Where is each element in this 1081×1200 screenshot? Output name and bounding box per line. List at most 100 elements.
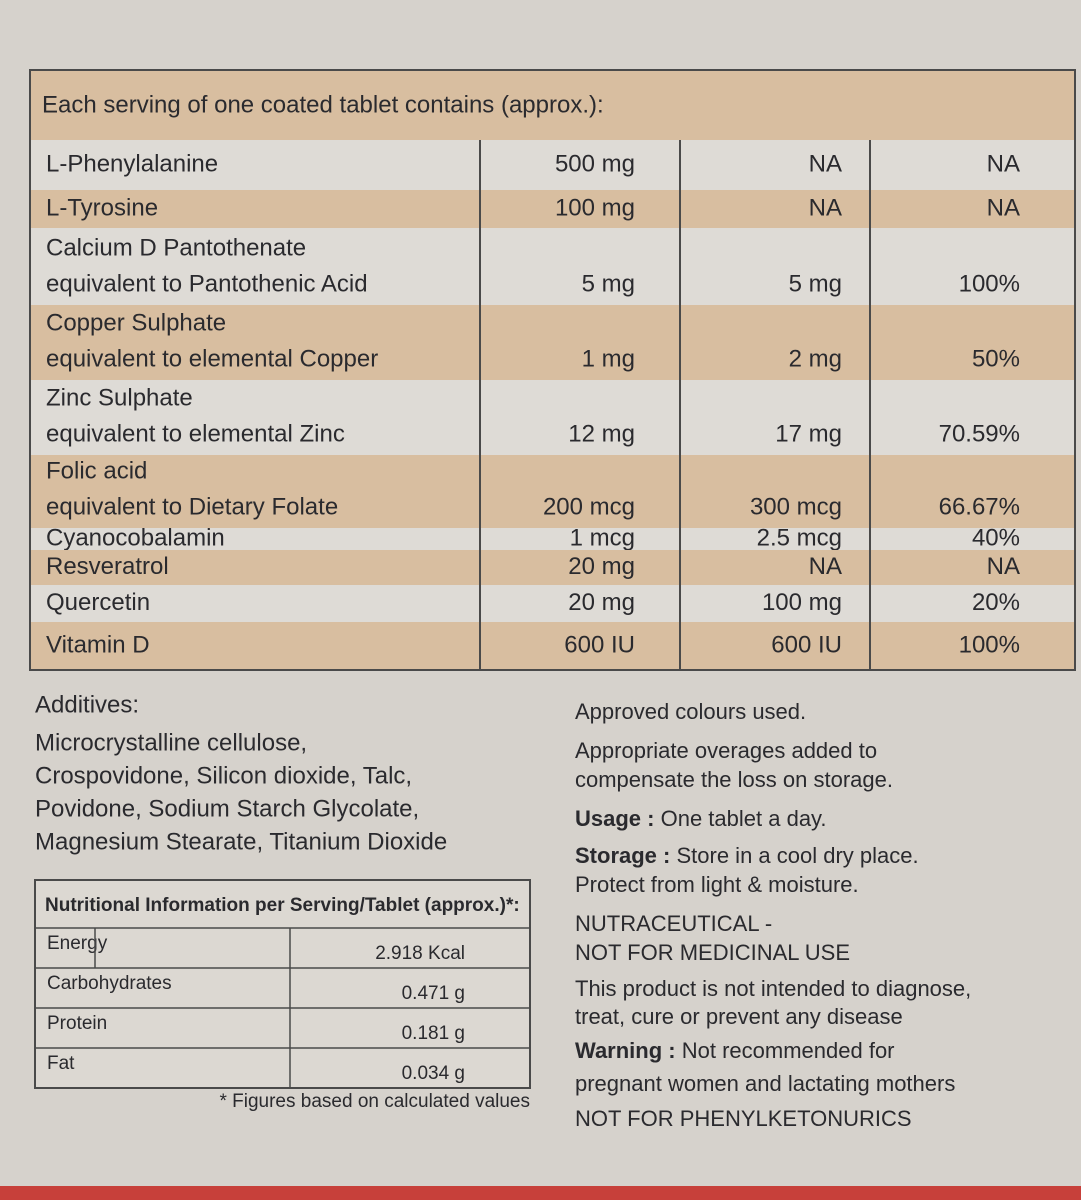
amount-cell: 17 mg <box>775 420 842 447</box>
nutrient-value: 0.034 g <box>402 1063 465 1084</box>
note-line: Approved colours used. <box>575 699 806 724</box>
note-line: NOT FOR PHENYLKETONURICS <box>575 1106 912 1131</box>
ingredient-name: Calcium D Pantothenate <box>46 234 306 261</box>
nutrient-name: Energy <box>47 933 108 954</box>
table-row-band <box>30 190 1075 228</box>
nutrition-footnote: * Figures based on calculated values <box>219 1091 530 1112</box>
amount-cell: 12 mg <box>568 420 635 447</box>
nutrient-name: Fat <box>47 1053 75 1074</box>
table-row-band <box>30 455 1075 528</box>
nutrient-value: 2.918 Kcal <box>375 943 465 964</box>
nutrient-name: Carbohydrates <box>47 973 172 994</box>
note-text: treat, cure or prevent any disease <box>575 1004 903 1029</box>
amount-cell: 5 mg <box>582 270 635 297</box>
amount-cell: 2.5 mcg <box>757 524 842 551</box>
ingredient-name: equivalent to Pantothenic Acid <box>46 270 368 297</box>
table-row-band <box>30 228 1075 305</box>
nutrient-value: 0.181 g <box>402 1023 465 1044</box>
note-label: Storage : <box>575 843 670 868</box>
red-strip <box>0 1186 1081 1200</box>
amount-cell: NA <box>987 553 1020 580</box>
note-text: NOT FOR MEDICINAL USE <box>575 940 850 965</box>
amount-cell: NA <box>809 194 842 221</box>
note-line: treat, cure or prevent any disease <box>575 1004 903 1029</box>
note-text: NUTRACEUTICAL - <box>575 911 772 936</box>
note-label: Usage : <box>575 806 654 831</box>
amount-cell: 20 mg <box>568 553 635 580</box>
table-title: Each serving of one coated tablet contai… <box>42 91 604 118</box>
amount-cell: 300 mcg <box>750 493 842 520</box>
note-line: NOT FOR MEDICINAL USE <box>575 940 850 965</box>
amount-cell: 1 mg <box>582 345 635 372</box>
nutrient-value: 0.471 g <box>402 983 465 1004</box>
note-text: compensate the loss on storage. <box>575 767 893 792</box>
ingredient-name: L-Tyrosine <box>46 194 158 221</box>
amount-cell: 100 mg <box>762 589 842 616</box>
ingredient-name: L-Phenylalanine <box>46 150 218 177</box>
amount-cell: 600 IU <box>771 631 842 658</box>
additives-line: Povidone, Sodium Starch Glycolate, <box>35 795 419 822</box>
note-line: compensate the loss on storage. <box>575 767 893 792</box>
amount-cell: NA <box>987 194 1020 221</box>
amount-cell: 70.59% <box>939 420 1020 447</box>
amount-cell: NA <box>809 553 842 580</box>
amount-cell: NA <box>987 150 1020 177</box>
note-text: Appropriate overages added to <box>575 738 877 763</box>
amount-cell: 20 mg <box>568 589 635 616</box>
additives-line: Magnesium Stearate, Titanium Dioxide <box>35 828 447 855</box>
amount-cell: 66.67% <box>939 493 1020 520</box>
amount-cell: 20% <box>972 589 1020 616</box>
ingredient-name: Quercetin <box>46 589 150 616</box>
additives-line: Microcrystalline cellulose, <box>35 729 307 756</box>
amount-cell: 100 mg <box>555 194 635 221</box>
amount-cell: 200 mcg <box>543 493 635 520</box>
ingredient-name: equivalent to elemental Zinc <box>46 420 345 447</box>
table-header-band <box>30 70 1075 140</box>
table-border <box>29 69 1076 671</box>
amount-cell: 50% <box>972 345 1020 372</box>
note-line: Storage : Store in a cool dry place. <box>575 843 919 868</box>
ingredient-name: Cyanocobalamin <box>46 524 225 551</box>
note-text: Protect from light & moisture. <box>575 872 859 897</box>
content: Each serving of one coated tablet contai… <box>29 69 1076 1131</box>
amount-cell: 500 mg <box>555 150 635 177</box>
nutrition-border <box>34 879 531 1089</box>
note-line: NUTRACEUTICAL - <box>575 911 772 936</box>
ingredient-name: Resveratrol <box>46 553 169 580</box>
ingredient-name: Copper Sulphate <box>46 309 226 336</box>
table-row-band <box>30 585 1075 622</box>
note-text: NOT FOR PHENYLKETONURICS <box>575 1106 912 1131</box>
ingredient-name: equivalent to Dietary Folate <box>46 493 338 520</box>
ingredient-name: Vitamin D <box>46 631 150 658</box>
amount-cell: 2 mg <box>789 345 842 372</box>
additives-title: Additives: <box>35 691 139 718</box>
note-line: pregnant women and lactating mothers <box>575 1071 955 1096</box>
table-row-band <box>30 305 1075 380</box>
ingredient-name: Folic acid <box>46 457 147 484</box>
note-line: Protect from light & moisture. <box>575 872 859 897</box>
amount-cell: 100% <box>959 270 1020 297</box>
amount-cell: 40% <box>972 524 1020 551</box>
note-text: One tablet a day. <box>661 806 827 831</box>
ingredient-name: equivalent to elemental Copper <box>46 345 378 372</box>
table-row-band <box>30 528 1075 550</box>
ingredient-name: Zinc Sulphate <box>46 384 193 411</box>
note-text: This product is not intended to diagnose… <box>575 976 971 1001</box>
table-row-band <box>30 380 1075 455</box>
note-label: Warning : <box>575 1038 676 1063</box>
additives-line: Crospovidone, Silicon dioxide, Talc, <box>35 762 412 789</box>
nutrient-name: Protein <box>47 1013 107 1034</box>
note-text: Store in a cool dry place. <box>676 843 918 868</box>
amount-cell: 5 mg <box>789 270 842 297</box>
amount-cell: 1 mcg <box>570 524 635 551</box>
table-row-band <box>30 622 1075 670</box>
amount-cell: NA <box>809 150 842 177</box>
note-line: Appropriate overages added to <box>575 738 877 763</box>
note-text: Approved colours used. <box>575 699 806 724</box>
note-text: Not recommended for <box>682 1038 895 1063</box>
table-row-band <box>30 140 1075 190</box>
nutrition-title: Nutritional Information per Serving/Tabl… <box>45 895 520 916</box>
amount-cell: 100% <box>959 631 1020 658</box>
note-line: Warning : Not recommended for <box>575 1038 895 1063</box>
